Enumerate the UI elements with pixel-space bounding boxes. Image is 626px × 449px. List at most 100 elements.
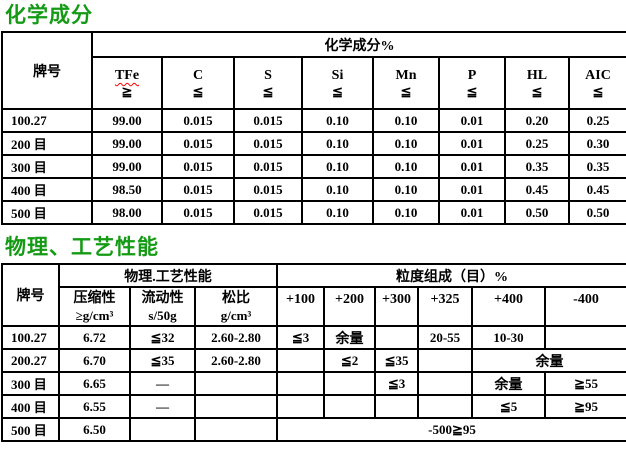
value-cell: 0.20 <box>504 108 570 133</box>
value-cell: ≧55 <box>544 371 626 396</box>
empty-cell <box>374 394 420 419</box>
chem-row-200: 200 目 99.00 0.015 0.015 0.10 0.10 0.01 0… <box>1 131 626 156</box>
value-cell: 0.35 <box>504 154 570 179</box>
empty-cell <box>544 325 626 350</box>
col-header-plus400: +400 <box>471 286 547 327</box>
value-cell: 0.015 <box>161 177 235 202</box>
chem-col-header-hl: HL ≦ <box>504 56 570 110</box>
empty-cell <box>193 371 279 396</box>
value-cell: 0.10 <box>372 108 440 133</box>
chem-col-header-si: Si ≦ <box>301 56 374 110</box>
value-cell: 2.60-2.80 <box>193 348 279 373</box>
value-cell: 0.30 <box>568 131 626 156</box>
value-cell: 余量 <box>471 371 547 396</box>
size-group-header: 粒度组成（目）% <box>276 263 626 288</box>
section2-title: 物理、工艺性能 <box>5 235 159 259</box>
col-header-plus325: +325 <box>417 286 474 327</box>
value-cell: 余量 <box>323 325 377 350</box>
value-cell: 0.10 <box>301 154 374 179</box>
empty-cell <box>193 394 279 419</box>
value-cell: 99.00 <box>91 108 163 133</box>
value-cell: 0.10 <box>372 154 440 179</box>
value-cell: 0.35 <box>568 154 626 179</box>
section1-title: 化学成分 <box>5 3 93 27</box>
phys-brand-header: 牌号 <box>1 263 60 327</box>
brand-cell: 200.27 <box>1 348 60 373</box>
tfe-label-spellcheck: TFe <box>114 68 140 83</box>
value-cell: 10-30 <box>471 325 547 350</box>
value-cell: 0.015 <box>233 200 303 225</box>
merged-balance-cell: 余量 <box>471 348 626 373</box>
value-cell: 98.00 <box>91 200 163 225</box>
chem-header-row-1: 牌号 化学成分% <box>1 31 626 110</box>
col-header-compressibility: 压缩性 ≥g/cm³ <box>58 286 131 327</box>
value-cell: 0.10 <box>372 177 440 202</box>
value-cell: 0.45 <box>568 177 626 202</box>
chem-col-header-aic: AIC ≦ <box>568 56 626 110</box>
empty-cell <box>276 371 326 396</box>
value-cell: ≧95 <box>544 394 626 419</box>
phys-row-100.27: 100.27 6.72 ≦32 2.60-2.80 ≦3 余量 20-55 10… <box>1 325 626 350</box>
value-cell: — <box>129 394 196 419</box>
value-cell: 0.10 <box>301 200 374 225</box>
chem-header-row-2: TFe ≧ C ≦ S ≦ Si ≦ Mn ≦ P ≦ <box>2 56 626 110</box>
value-cell: 0.01 <box>438 131 506 156</box>
value-cell: 98.50 <box>91 177 163 202</box>
chem-col-header-mn: Mn ≦ <box>372 56 440 110</box>
empty-cell <box>323 371 377 396</box>
brand-cell: 300 目 <box>1 371 60 396</box>
value-cell: ≦2 <box>323 348 377 373</box>
phys-header-row-1: 牌号 物理.工艺性能 粒度组成（目）% <box>1 263 626 327</box>
value-cell: 0.01 <box>438 154 506 179</box>
phys-row-500: 500 目 6.50 -500≧95 <box>1 417 626 442</box>
empty-cell <box>374 325 420 350</box>
value-cell: 0.015 <box>161 200 235 225</box>
phys-row-300: 300 目 6.65 — ≦3 余量 ≧55 <box>1 371 626 396</box>
brand-cell: 500 目 <box>1 417 60 442</box>
chem-group-header: 化学成分% <box>91 31 626 58</box>
value-cell: 0.10 <box>372 131 440 156</box>
chem-row-300: 300 目 99.00 0.015 0.015 0.10 0.10 0.01 0… <box>1 154 626 179</box>
empty-cell <box>276 394 326 419</box>
brand-cell: 500 目 <box>1 200 93 225</box>
value-cell: ≦3 <box>276 325 326 350</box>
col-header-flowability: 流动性 s/50g <box>129 286 196 327</box>
col-header-minus400: -400 <box>544 286 626 327</box>
chem-row-100.27: 100.27 99.00 0.015 0.015 0.10 0.10 0.01 … <box>1 108 626 133</box>
brand-cell: 400 目 <box>1 177 93 202</box>
chem-col-header-s: S ≦ <box>233 56 303 110</box>
empty-cell <box>417 394 474 419</box>
value-cell: 0.015 <box>161 154 235 179</box>
phys-row-400: 400 目 6.55 — ≦5 ≧95 <box>1 394 626 419</box>
value-cell: ≦5 <box>471 394 547 419</box>
value-cell: 6.55 <box>58 394 131 419</box>
col-header-plus300: +300 <box>374 286 420 327</box>
brand-cell: 400 目 <box>1 394 60 419</box>
value-cell: 20-55 <box>417 325 474 350</box>
value-cell: 0.01 <box>438 108 506 133</box>
empty-cell <box>276 348 326 373</box>
chem-col-header-tfe: TFe ≧ <box>91 56 163 110</box>
value-cell: 0.015 <box>233 108 303 133</box>
value-cell: 0.01 <box>438 200 506 225</box>
brand-cell: 300 目 <box>1 154 93 179</box>
chem-row-500: 500 目 98.00 0.015 0.015 0.10 0.10 0.01 0… <box>1 200 626 225</box>
value-cell: 6.50 <box>58 417 131 442</box>
empty-cell <box>323 394 377 419</box>
value-cell: 0.015 <box>161 131 235 156</box>
value-cell: ≦35 <box>129 348 196 373</box>
col-header-plus200: +200 <box>323 286 377 327</box>
value-cell: ≦32 <box>129 325 196 350</box>
chemical-composition-table: 牌号 化学成分% TFe ≧ C ≦ S ≦ Si ≦ Mn ≦ <box>1 31 626 225</box>
value-cell: 0.10 <box>301 177 374 202</box>
value-cell: 2.60-2.80 <box>193 325 279 350</box>
value-cell: 0.01 <box>438 177 506 202</box>
chem-col-header-c: C ≦ <box>161 56 235 110</box>
empty-cell <box>417 371 474 396</box>
value-cell: 6.72 <box>58 325 131 350</box>
value-cell: 0.10 <box>372 200 440 225</box>
value-cell: 99.00 <box>91 131 163 156</box>
phys-group-header: 物理.工艺性能 <box>57 263 279 288</box>
value-cell: 0.015 <box>233 131 303 156</box>
value-cell: ≦35 <box>374 348 420 373</box>
